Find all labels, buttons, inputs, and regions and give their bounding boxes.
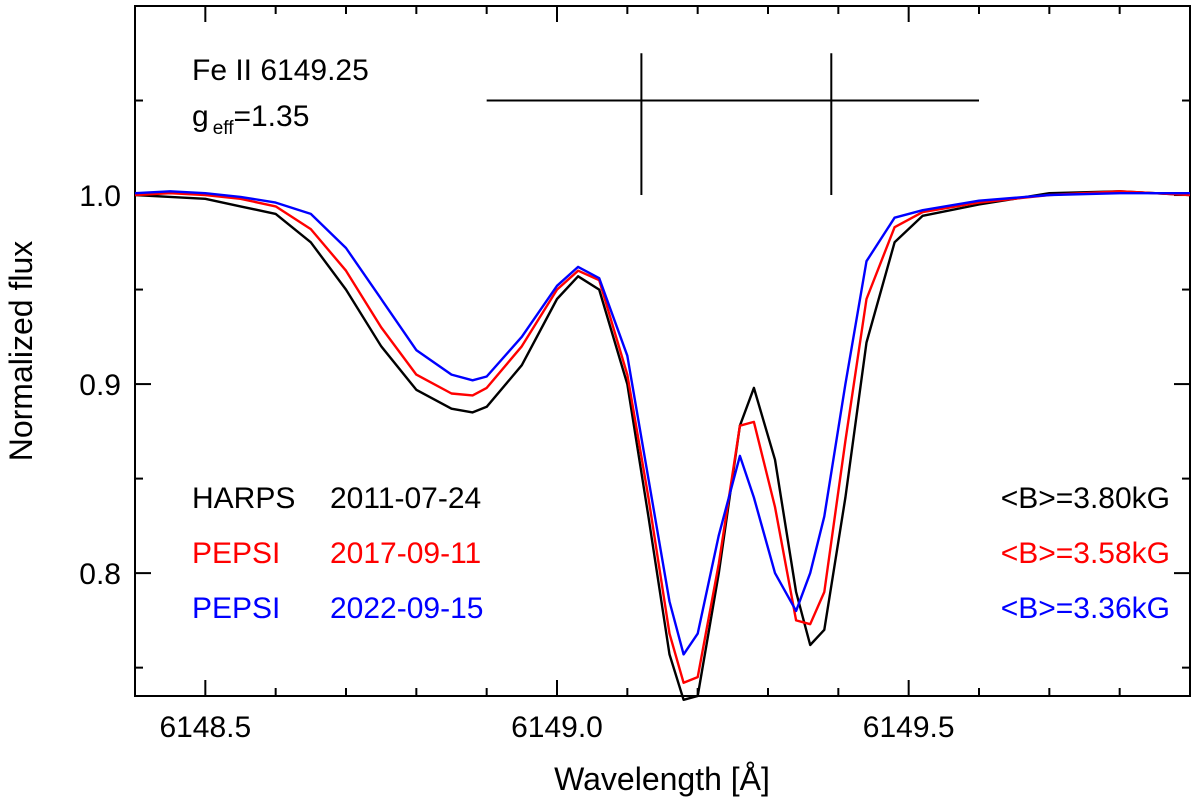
y-tick-label: 0.8: [79, 558, 121, 591]
legend-instrument-1: PEPSI: [192, 537, 280, 570]
series-lines: [134, 190, 1191, 701]
geff-label: g eff=1.35: [192, 100, 309, 139]
field-strength-labels: <B>=3.80kG <B>=3.58kG <B>=3.36kG: [1001, 482, 1170, 625]
series-line-0: [134, 190, 1191, 701]
x-tick-label: 6148.5: [159, 711, 251, 744]
field-strength-2: <B>=3.36kG: [1001, 592, 1170, 625]
legend: HARPS 2011-07-24 PEPSI 2017-09-11 PEPSI …: [192, 482, 483, 625]
x-tick-label: 6149.0: [511, 711, 603, 744]
series-line-1: [134, 190, 1191, 684]
legend-date-1: 2017-09-11: [330, 537, 481, 570]
x-axis-title: Wavelength [Å]: [554, 761, 770, 797]
field-strength-1: <B>=3.58kG: [1001, 537, 1170, 570]
zeeman-pattern: [486, 53, 979, 196]
geff-subscript: eff: [213, 118, 235, 139]
geff-value: =1.35: [233, 100, 309, 133]
series-line-2: [134, 190, 1190, 656]
legend-instrument-2: PEPSI: [192, 592, 280, 625]
x-axis-ticks: 6148.5 6149.0 6149.5: [134, 6, 1191, 744]
x-tick-label: 6149.5: [863, 711, 955, 744]
legend-instrument-0: HARPS: [192, 482, 295, 515]
plot-frame: [134, 5, 1191, 697]
field-strength-0: <B>=3.80kG: [1001, 482, 1170, 515]
legend-date-0: 2011-07-24: [330, 482, 481, 515]
y-tick-label: 0.9: [79, 369, 121, 402]
legend-date-2: 2022-09-15: [330, 592, 483, 625]
line-name-label: Fe II 6149.25: [192, 54, 369, 87]
y-axis-title: Normalized flux: [3, 241, 39, 462]
y-axis-ticks: 0.8 0.9 1.0: [79, 5, 1190, 669]
geff-prefix: g: [192, 100, 209, 133]
y-tick-label: 1.0: [79, 180, 121, 213]
